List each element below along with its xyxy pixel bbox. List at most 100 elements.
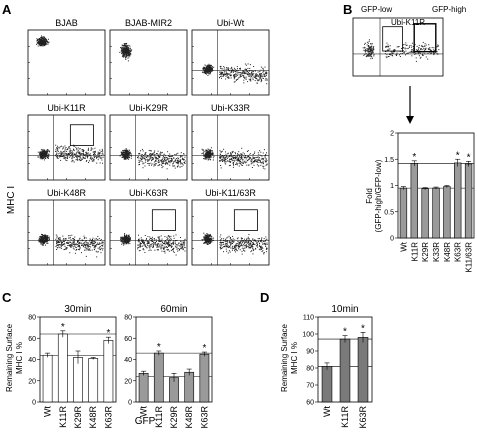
flow-event-dot — [240, 161, 242, 162]
flow-event-dot — [236, 164, 238, 166]
flow-event-dot — [227, 246, 229, 248]
flow-event-dot — [153, 155, 155, 157]
flow-event-dot — [417, 49, 419, 51]
flow-event-dot — [45, 240, 47, 242]
flow-event-dot — [124, 152, 126, 154]
flow-event-dot — [239, 245, 241, 247]
flow-event-dot — [169, 153, 171, 155]
flow-event-dot — [224, 156, 226, 158]
flow-event-dot — [39, 236, 41, 237]
flow-event-dot — [69, 151, 71, 153]
flow-event-dot — [46, 154, 48, 156]
flow-event-dot — [227, 67, 229, 69]
flow-event-dot — [261, 247, 263, 249]
flow-event-dot — [144, 165, 146, 167]
flow-event-dot — [210, 149, 211, 151]
flow-event-dot — [405, 50, 407, 52]
flow-event-dot — [124, 157, 126, 159]
flow-event-dot — [159, 154, 161, 156]
flow-event-dot — [205, 73, 207, 75]
flow-event-dot — [223, 246, 225, 248]
flow-event-dot — [79, 153, 80, 154]
flow-event-dot — [86, 156, 88, 158]
flow-event-dot — [46, 238, 48, 240]
flow-event-dot — [42, 240, 44, 242]
flow-event-dot — [166, 239, 168, 241]
flow-event-dot — [265, 161, 266, 163]
flow-event-dot — [168, 240, 170, 242]
flow-event-dot — [69, 146, 71, 148]
flow-event-dot — [61, 145, 62, 147]
flow-event-dot — [248, 75, 250, 77]
flow-event-dot — [236, 66, 238, 68]
gfp-high-gate — [413, 23, 437, 53]
flow-event-dot — [72, 241, 74, 243]
flow-event-dot — [80, 242, 82, 244]
flow-event-dot — [157, 165, 159, 167]
flow-event-dot — [90, 246, 92, 248]
category-label: Wt — [399, 241, 408, 252]
flow-event-dot — [220, 154, 222, 156]
flow-event-dot — [90, 155, 92, 156]
flow-event-dot — [76, 243, 77, 245]
flow-event-dot — [413, 52, 415, 54]
flow-event-dot — [71, 243, 73, 245]
flow-event-dot — [433, 54, 435, 56]
flow-event-dot — [238, 162, 240, 164]
flow-event-dot — [226, 67, 228, 69]
flow-event-dot — [258, 75, 260, 77]
flow-plot-title: Ubi-K11/63R — [205, 188, 256, 198]
flow-event-dot — [95, 156, 97, 158]
flow-event-dot — [242, 75, 244, 76]
flow-event-dot — [66, 246, 68, 248]
flow-event-dot — [65, 148, 67, 150]
flow-event-dot — [402, 50, 404, 52]
flow-event-dot — [78, 245, 80, 246]
flow-event-dot — [208, 150, 210, 152]
flow-event-dot — [181, 245, 183, 247]
flow-event-dot — [64, 153, 66, 155]
flow-event-dot — [228, 235, 230, 237]
flow-event-dot — [92, 243, 94, 245]
flow-event-dot — [239, 68, 241, 70]
flow-event-dot — [130, 152, 131, 154]
flow-event-dot — [64, 149, 66, 151]
flow-event-dot — [239, 157, 241, 159]
flow-event-dot — [175, 254, 177, 256]
flow-event-dot — [226, 74, 228, 76]
flow-event-dot — [68, 235, 70, 237]
y-tick-label: 0.5 — [384, 209, 394, 216]
flow-event-dot — [264, 73, 265, 75]
flow-event-dot — [173, 162, 174, 164]
y-tick-label: 110 — [303, 315, 314, 322]
flow-event-dot — [48, 236, 50, 238]
flow-event-dot — [124, 49, 126, 51]
flow-event-dot — [213, 240, 214, 241]
panel-b-ylabel-line1: Fold — [365, 188, 374, 204]
flow-event-dot — [247, 246, 249, 248]
flow-event-dot — [45, 158, 46, 159]
flow-event-dot — [235, 73, 237, 75]
flow-event-dot — [164, 159, 166, 161]
significance-marker: * — [106, 328, 110, 339]
flow-event-dot — [175, 158, 177, 159]
flow-event-dot — [231, 239, 233, 241]
flow-event-dot — [89, 248, 91, 250]
flow-event-dot — [152, 243, 154, 245]
flow-event-dot — [260, 249, 262, 250]
flow-event-dot — [263, 253, 265, 255]
flow-event-dot — [206, 234, 208, 236]
flow-event-dot — [166, 236, 168, 238]
flow-event-dot — [124, 156, 126, 158]
flow-event-dot — [235, 153, 236, 155]
flow-event-dot — [251, 250, 253, 252]
flow-event-dot — [406, 52, 408, 54]
flow-event-dot — [125, 158, 127, 160]
flow-event-dot — [423, 48, 425, 50]
flow-event-dot — [58, 156, 60, 158]
flow-event-dot — [220, 167, 222, 169]
flow-event-dot — [88, 147, 89, 149]
flow-event-dot — [245, 70, 247, 72]
